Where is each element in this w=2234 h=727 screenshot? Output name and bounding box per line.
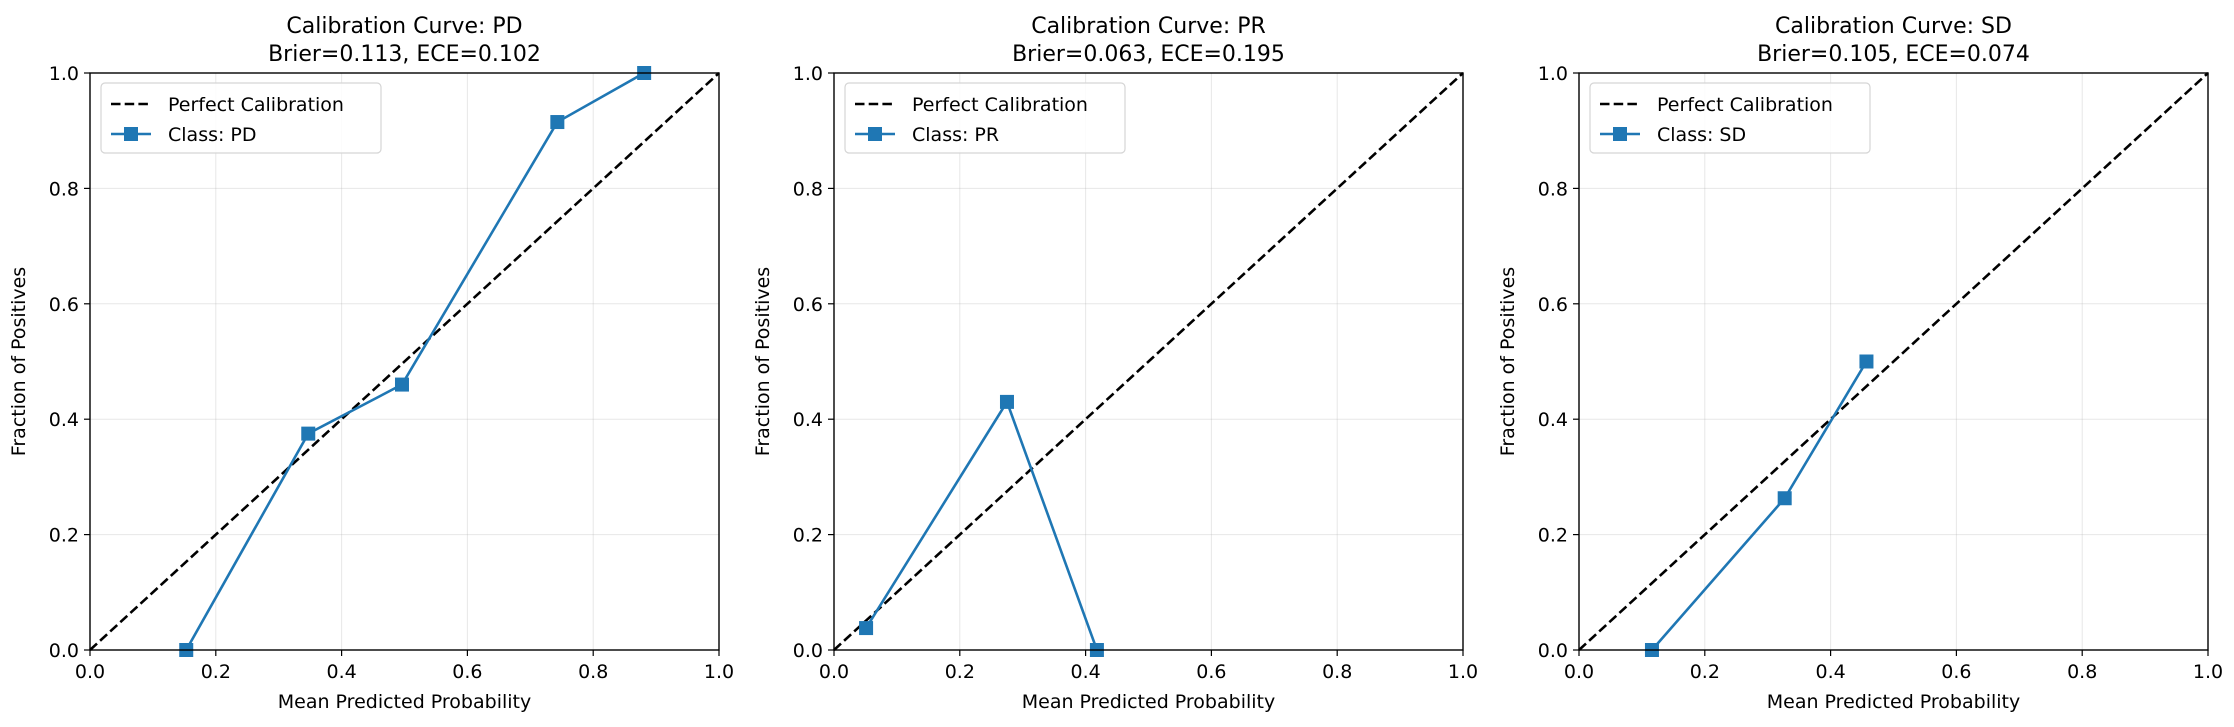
legend: Perfect Calibration Class: PD [100, 82, 382, 154]
x-tick-label: 0.6 [1941, 661, 1971, 683]
axes-frame [1578, 72, 2209, 651]
x-tick-label: 0.8 [2067, 661, 2097, 683]
legend-label: Perfect Calibration [168, 94, 344, 116]
x-tick-label: 0.4 [1815, 661, 1845, 683]
perfect-calibration-line [89, 72, 720, 651]
chart-panel-1: 0.0 0.2 0.4 0.6 0.8 1.0 0.0 0.2 0.4 0.6 0.8 1.0 Mean… [752, 14, 1478, 713]
legend-label: Perfect Calibration [912, 94, 1088, 116]
x-tick-label: 0.8 [578, 661, 608, 683]
legend-label: Class: PR [912, 124, 999, 146]
legend-item: Perfect Calibration [855, 94, 1088, 116]
y-tick-label: 1.0 [49, 63, 79, 85]
y-axis-label: Fraction of Positives [8, 267, 30, 456]
y-tick-label: 0.8 [1538, 178, 1568, 200]
chart-panel-2: 0.0 0.2 0.4 0.6 0.8 1.0 0.0 0.2 0.4 0.6 0.8 1.0 Mean… [1497, 14, 2223, 713]
legend-box [100, 82, 382, 154]
legend-box [1589, 82, 1871, 154]
y-tick-label: 0.0 [793, 640, 823, 662]
x-tick-label: 1.0 [704, 661, 734, 683]
legend-item: Class: PR [855, 124, 999, 146]
y-tick-label: 0.6 [793, 294, 823, 316]
x-tick-label: 0.4 [1070, 661, 1100, 683]
y-tick-label: 0.2 [793, 525, 823, 547]
legend-item: Perfect Calibration [1600, 94, 1833, 116]
data-point [550, 115, 565, 130]
y-axis-label: Fraction of Positives [1497, 267, 1519, 456]
calibration-series-line [185, 71, 645, 651]
chart-subtitle: Brier=0.113, ECE=0.102 [268, 42, 541, 67]
y-tick-label: 1.0 [793, 63, 823, 85]
axes-frame [833, 72, 1464, 651]
legend-label: Class: SD [1657, 124, 1746, 146]
x-tick-label: 0.8 [1322, 661, 1352, 683]
y-tick-label: 0.8 [793, 178, 823, 200]
legend-label: Class: PD [168, 124, 257, 146]
y-axis-label: Fraction of Positives [752, 267, 774, 456]
y-tick-label: 1.0 [1538, 63, 1568, 85]
x-tick-label: 0.2 [1690, 661, 1720, 683]
x-tick-label: 0.6 [452, 661, 482, 683]
chart-title: Calibration Curve: PR [1031, 14, 1266, 39]
chart-subtitle: Brier=0.105, ECE=0.074 [1757, 42, 2030, 67]
legend-item: Class: PD [111, 124, 257, 146]
y-tick-label: 0.4 [793, 409, 823, 431]
chart-panel-0: 0.0 0.2 0.4 0.6 0.8 1.0 0.0 0.2 0.4 0.6 0.8 1.0 Mean… [8, 14, 734, 713]
data-point [999, 394, 1014, 409]
x-tick-label: 1.0 [2193, 661, 2223, 683]
y-tick-label: 0.8 [49, 178, 79, 200]
legend-item: Class: SD [1600, 124, 1746, 146]
y-tick-label: 0.6 [49, 294, 79, 316]
x-tick-label: 1.0 [1448, 661, 1478, 683]
legend-marker [124, 127, 138, 141]
x-axis-label: Mean Predicted Probability [278, 691, 531, 713]
x-tick-label: 0.2 [945, 661, 975, 683]
y-tick-label: 0.0 [1538, 640, 1568, 662]
data-point [859, 621, 874, 636]
x-tick-label: 0.0 [819, 661, 849, 683]
x-axis-label: Mean Predicted Probability [1767, 691, 2020, 713]
legend: Perfect Calibration Class: PR [844, 82, 1126, 154]
y-tick-label: 0.2 [49, 525, 79, 547]
x-axis-label: Mean Predicted Probability [1022, 691, 1275, 713]
y-tick-label: 0.6 [1538, 294, 1568, 316]
legend-item: Perfect Calibration [111, 94, 344, 116]
axes-frame [89, 72, 720, 651]
data-point [301, 426, 316, 441]
x-tick-label: 0.0 [75, 661, 105, 683]
chart-title: Calibration Curve: PD [286, 14, 522, 39]
x-tick-label: 0.2 [201, 661, 231, 683]
legend-box [844, 82, 1126, 154]
y-tick-label: 0.2 [1538, 525, 1568, 547]
chart-subtitle: Brier=0.063, ECE=0.195 [1012, 42, 1285, 67]
data-point [1777, 491, 1792, 506]
legend: Perfect Calibration Class: SD [1589, 82, 1871, 154]
chart-title: Calibration Curve: SD [1775, 14, 2012, 39]
data-point [1859, 354, 1874, 369]
legend-marker [868, 127, 882, 141]
legend-marker [1613, 127, 1627, 141]
y-tick-label: 0.4 [1538, 409, 1568, 431]
y-tick-label: 0.4 [49, 409, 79, 431]
y-tick-label: 0.0 [49, 640, 79, 662]
perfect-calibration-line [833, 72, 1464, 651]
perfect-calibration-line [1578, 72, 2209, 651]
x-tick-label: 0.6 [1196, 661, 1226, 683]
x-tick-label: 0.4 [326, 661, 356, 683]
data-point [394, 377, 409, 392]
legend-label: Perfect Calibration [1657, 94, 1833, 116]
x-tick-label: 0.0 [1564, 661, 1594, 683]
calibration-series-line [1650, 360, 1868, 651]
